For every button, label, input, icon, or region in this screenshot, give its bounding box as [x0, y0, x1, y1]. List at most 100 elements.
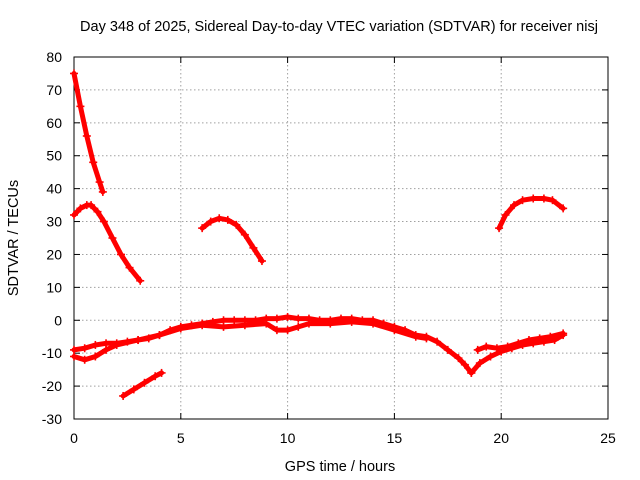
- y-tick-label: 30: [46, 214, 62, 230]
- x-tick-label: 25: [600, 430, 616, 446]
- data-point: [93, 207, 102, 216]
- data-point: [443, 345, 452, 354]
- data-point: [76, 102, 85, 111]
- y-tick-label: 0: [54, 312, 62, 328]
- data-point: [136, 276, 145, 285]
- data-point: [347, 317, 356, 326]
- data-point: [495, 224, 504, 233]
- data-point: [89, 158, 98, 167]
- data-point: [157, 368, 166, 377]
- data-point: [326, 319, 335, 328]
- data-point: [546, 332, 555, 341]
- data-point: [467, 368, 476, 377]
- data-point: [198, 224, 207, 233]
- y-tick-label: 80: [46, 49, 62, 65]
- data-point: [80, 355, 89, 364]
- series-arc-early-hump: [71, 202, 143, 284]
- y-tick-label: -10: [42, 345, 62, 361]
- data-point: [283, 326, 292, 335]
- grid: [74, 57, 608, 419]
- y-tick-label: 10: [46, 279, 62, 295]
- data-point: [134, 336, 143, 345]
- y-tick-label: 40: [46, 181, 62, 197]
- data-point: [87, 201, 96, 210]
- data-point: [304, 319, 313, 328]
- data-point: [529, 194, 538, 203]
- data-point: [70, 69, 78, 78]
- data-point: [91, 352, 100, 361]
- data-point: [559, 329, 568, 338]
- series-main-band-lower: [71, 319, 429, 363]
- data-point: [102, 345, 111, 354]
- data-point: [422, 334, 431, 343]
- data-point: [70, 210, 78, 219]
- data-point: [119, 391, 128, 400]
- data-point: [433, 337, 442, 346]
- data-point: [262, 319, 271, 328]
- data-point: [70, 352, 78, 361]
- data-point: [294, 314, 303, 323]
- x-tick-label: 20: [493, 430, 509, 446]
- data-point: [91, 340, 100, 349]
- x-axis-label: GPS time / hours: [285, 459, 395, 475]
- data-point: [524, 336, 533, 345]
- data-point: [215, 214, 224, 223]
- data-point: [482, 342, 491, 351]
- data-point: [80, 344, 89, 353]
- data-point: [486, 352, 495, 361]
- y-tick-label: -20: [42, 378, 62, 394]
- data-point: [294, 322, 303, 331]
- series-recovery-band: [468, 332, 566, 376]
- y-axis-label: SDTVAR / TECUs: [6, 180, 22, 296]
- data-point: [240, 230, 249, 239]
- data-point: [125, 263, 134, 272]
- y-tick-label: 60: [46, 115, 62, 131]
- axis-ticks: 0 5 10 15 20 25 -30 -20 -10 0 10 20 30 40 50 60 70 80: [42, 49, 616, 446]
- data-point: [198, 321, 207, 330]
- series-arc-late-rise: [496, 196, 566, 231]
- x-tick-label: 0: [70, 430, 78, 446]
- data-series: [70, 69, 568, 400]
- data-point: [219, 322, 228, 331]
- data-point: [98, 187, 107, 196]
- data-point: [492, 344, 501, 353]
- data-point: [454, 354, 463, 363]
- data-point: [240, 321, 249, 330]
- data-point: [514, 339, 523, 348]
- data-point: [369, 319, 378, 328]
- y-tick-label: -30: [42, 411, 62, 427]
- plot-frame: [73, 56, 609, 420]
- x-tick-label: 5: [177, 430, 185, 446]
- data-point: [116, 250, 125, 259]
- data-point: [151, 372, 160, 381]
- x-tick-label: 15: [387, 430, 403, 446]
- data-point: [129, 385, 138, 394]
- data-point: [510, 201, 519, 210]
- data-point: [548, 196, 557, 205]
- data-point: [99, 217, 108, 226]
- data-point: [503, 342, 512, 351]
- data-point: [76, 204, 85, 213]
- data-point: [155, 331, 164, 340]
- data-point: [283, 312, 292, 321]
- y-tick-label: 20: [46, 246, 62, 262]
- data-point: [501, 210, 510, 219]
- data-point: [95, 178, 104, 187]
- data-point: [140, 378, 149, 387]
- data-point: [535, 334, 544, 343]
- data-point: [223, 215, 232, 224]
- y-tick-label: 70: [46, 82, 62, 98]
- data-point: [272, 314, 281, 323]
- data-point: [176, 324, 185, 333]
- data-point: [473, 345, 482, 354]
- data-point: [518, 196, 527, 205]
- data-point: [411, 332, 420, 341]
- data-point: [112, 340, 121, 349]
- data-point: [475, 359, 484, 368]
- series-arc-steep-descent: [71, 71, 106, 195]
- data-point: [249, 243, 258, 252]
- data-point: [539, 194, 548, 203]
- data-point: [559, 204, 568, 213]
- data-point: [206, 217, 215, 226]
